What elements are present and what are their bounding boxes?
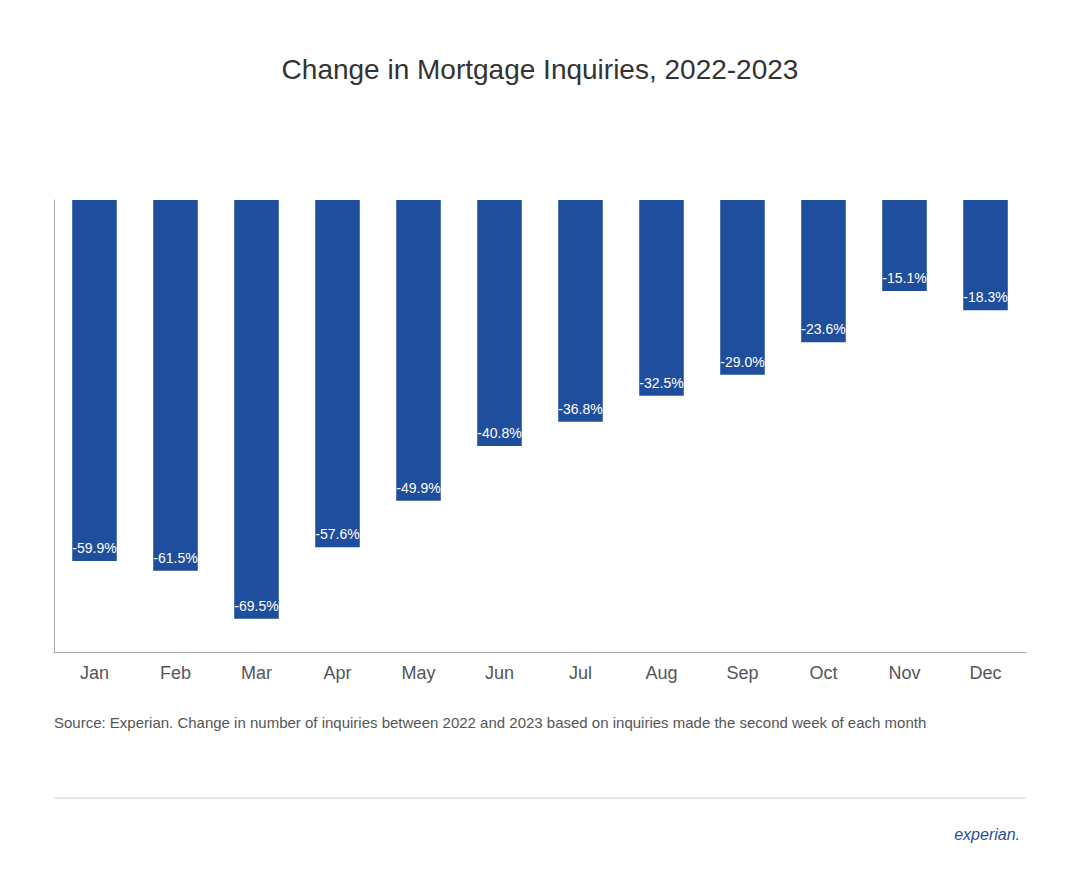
svg-text:Sep: Sep: [726, 663, 758, 683]
svg-text:-32.5%: -32.5%: [639, 375, 683, 391]
svg-text:Aug: Aug: [645, 663, 677, 683]
svg-text:May: May: [401, 663, 435, 683]
svg-text:Mar: Mar: [241, 663, 272, 683]
svg-text:-49.9%: -49.9%: [396, 480, 440, 496]
svg-text:Dec: Dec: [969, 663, 1001, 683]
svg-text:-69.5%: -69.5%: [234, 598, 278, 614]
svg-text:-59.9%: -59.9%: [72, 540, 116, 556]
svg-text:experian.: experian.: [954, 826, 1020, 843]
svg-text:-29.0%: -29.0%: [720, 354, 764, 370]
svg-text:Source: Experian. Change in nu: Source: Experian. Change in number of in…: [54, 714, 926, 731]
svg-text:Apr: Apr: [323, 663, 351, 683]
svg-text:Oct: Oct: [809, 663, 837, 683]
svg-text:Jun: Jun: [485, 663, 514, 683]
svg-text:-15.1%: -15.1%: [882, 270, 926, 286]
svg-text:Nov: Nov: [888, 663, 920, 683]
svg-text:-40.8%: -40.8%: [477, 425, 521, 441]
svg-text:Jan: Jan: [80, 663, 109, 683]
svg-text:-57.6%: -57.6%: [315, 526, 359, 542]
svg-text:-18.3%: -18.3%: [963, 289, 1007, 305]
svg-text:Change in Mortgage Inquiries,: Change in Mortgage Inquiries, 2022-2023: [282, 54, 799, 85]
svg-text:-36.8%: -36.8%: [558, 401, 602, 417]
svg-text:-61.5%: -61.5%: [153, 550, 197, 566]
svg-text:Jul: Jul: [569, 663, 592, 683]
svg-text:-23.6%: -23.6%: [801, 321, 845, 337]
svg-text:Feb: Feb: [160, 663, 191, 683]
